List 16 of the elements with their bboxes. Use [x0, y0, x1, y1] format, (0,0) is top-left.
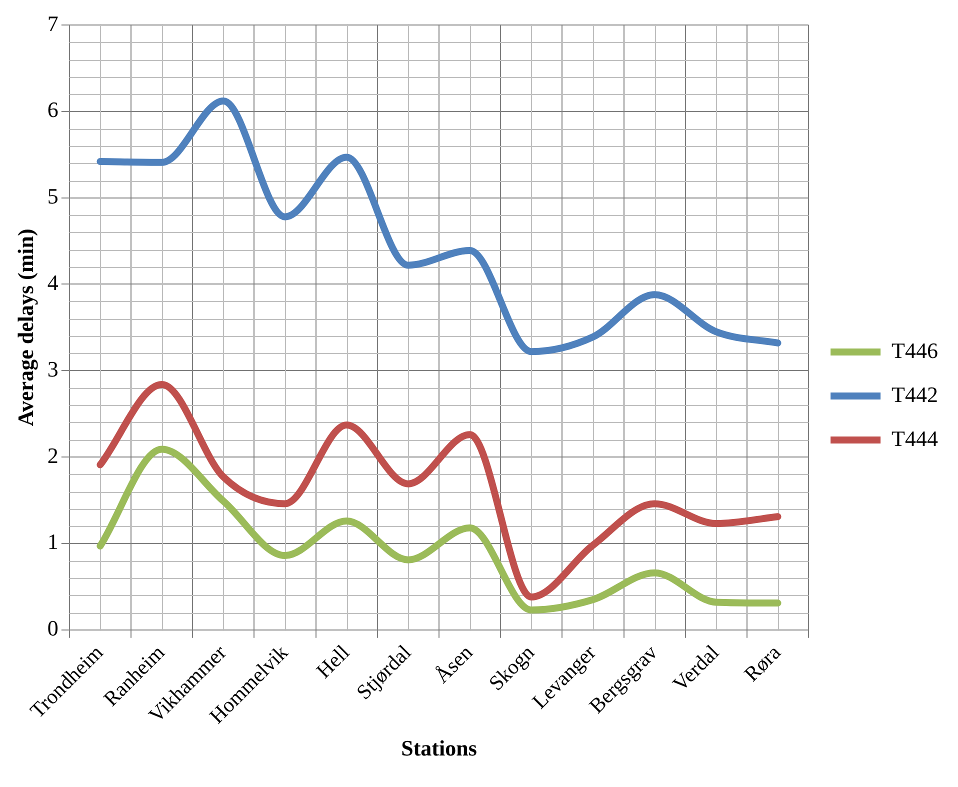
x-tick-label: Åsen — [430, 640, 478, 688]
y-tick-label: 7 — [47, 10, 58, 36]
y-axis-title: Average delays (min) — [12, 228, 38, 426]
y-tick-label: 0 — [47, 616, 58, 641]
legend-label: T444 — [892, 426, 938, 451]
y-tick-label: 2 — [47, 442, 58, 468]
x-tick-label: Hell — [311, 640, 354, 683]
y-tick-label: 1 — [47, 529, 58, 554]
x-tick-label: Røra — [739, 640, 786, 686]
y-tick-label: 6 — [47, 97, 58, 122]
legend-label: T442 — [892, 382, 938, 407]
legend-label: T446 — [892, 338, 938, 363]
y-tick-label: 3 — [47, 356, 58, 382]
x-axis-title: Stations — [401, 735, 478, 760]
y-tick-label: 5 — [47, 184, 58, 209]
y-tick-label: 4 — [47, 270, 58, 295]
